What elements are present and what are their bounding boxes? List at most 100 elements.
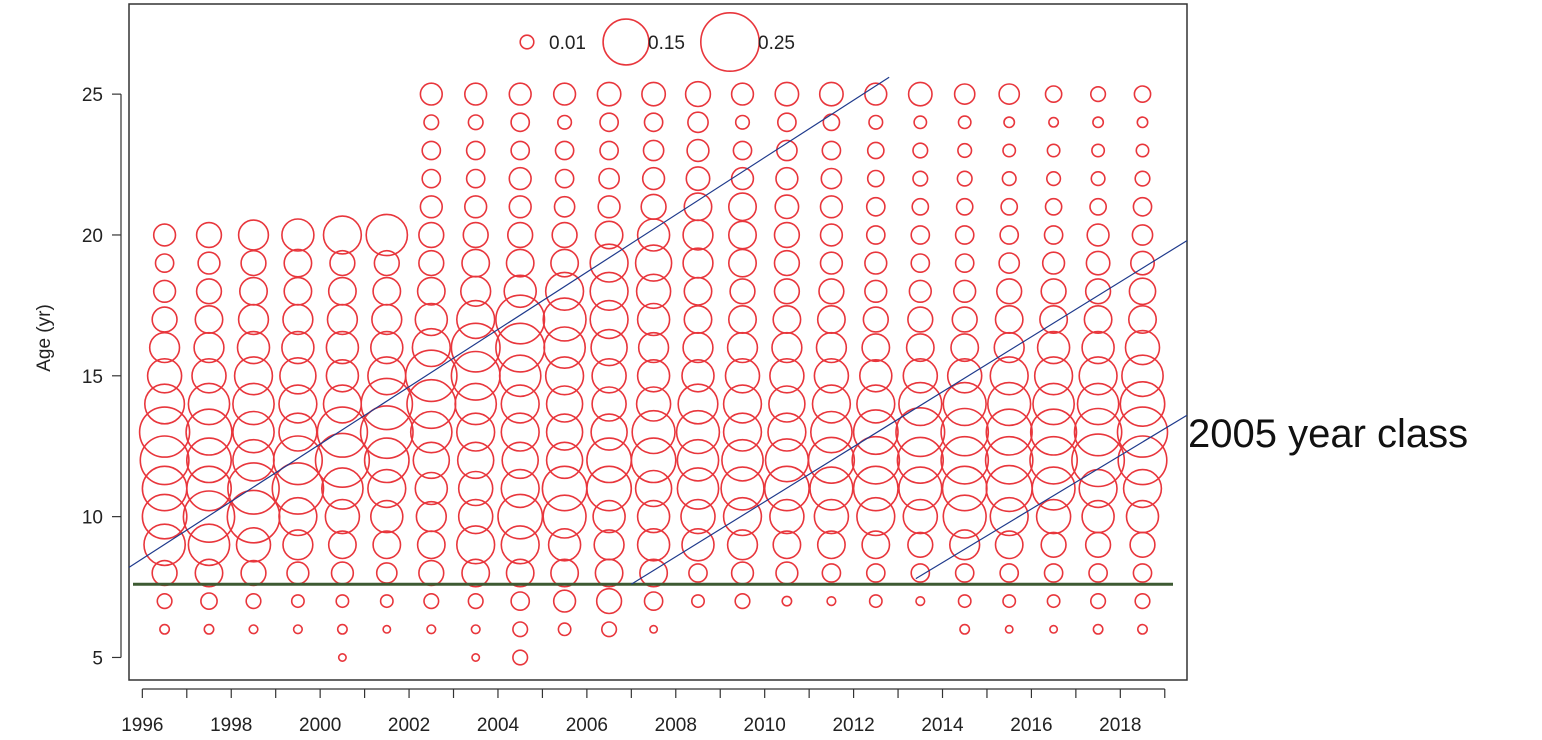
bubble-point (375, 562, 398, 584)
bubble-point (685, 166, 711, 192)
bubble-point (510, 140, 531, 161)
x-tick-label: 1996 (121, 715, 163, 736)
bubble-point (159, 623, 171, 635)
bubble-point (507, 221, 534, 249)
bubble-point (1046, 594, 1061, 609)
legend: 0.01 0.15 0.25 (519, 11, 795, 73)
bubble-point (956, 170, 973, 187)
bubble-point (676, 467, 720, 510)
bubble-point (1036, 330, 1071, 365)
bubble-point (464, 195, 488, 219)
bubble-point (915, 595, 926, 607)
y-axis-title: Age (yr) (34, 304, 55, 372)
bubble-point (851, 435, 901, 485)
bubble-point (330, 561, 355, 585)
bubble-point (327, 530, 357, 560)
bubble-point (734, 114, 751, 130)
bubble-point (1137, 623, 1149, 635)
bubble-point (182, 490, 236, 543)
bubble-point (722, 496, 763, 537)
bubble-point (359, 405, 414, 460)
bubble-point (279, 356, 317, 395)
bubble-point (554, 168, 575, 189)
bubble-point (597, 195, 621, 219)
x-tick-label: 2014 (921, 715, 964, 736)
bubble-point (636, 499, 671, 534)
bubble-point (826, 595, 837, 607)
bubble-point (1081, 330, 1115, 365)
bubble-point (1122, 468, 1163, 509)
bubble-point (1089, 592, 1107, 610)
bubble-point (191, 357, 227, 394)
bubble-point (769, 357, 805, 394)
bubble-point (545, 385, 584, 423)
bubble-point (544, 356, 585, 396)
bubble-point (1049, 624, 1059, 634)
bubble-point (998, 252, 1021, 275)
bubble-point (775, 166, 799, 191)
bubble-point (957, 115, 972, 130)
bubble-point (450, 322, 501, 373)
bubble-point (414, 471, 449, 506)
bubble-point (1117, 435, 1168, 486)
bubble-point (774, 81, 800, 107)
bubble-point (864, 279, 888, 303)
bubble-point (233, 356, 274, 396)
bubble-point (1040, 531, 1067, 558)
bubble-point (898, 381, 943, 427)
bubble-point (542, 494, 587, 539)
bubble-point (861, 333, 891, 363)
bubble-point (776, 139, 798, 162)
bubble-point (1043, 563, 1064, 583)
bubble-point (1092, 623, 1104, 635)
bubble-point (467, 592, 484, 610)
bubble-point (910, 563, 931, 583)
bubble-point (421, 140, 442, 161)
bubble-point (283, 276, 313, 306)
bubble-point (682, 331, 714, 364)
bubble-point (367, 356, 407, 396)
bubble-point (500, 412, 540, 452)
bubble-point (866, 141, 885, 160)
bubble-point (467, 114, 484, 131)
bubble-point (508, 195, 532, 219)
bubble-point (1001, 171, 1017, 187)
bubble-point (772, 530, 802, 560)
bubble-point (325, 358, 360, 393)
bubble-point (635, 273, 672, 310)
bubble-point (941, 465, 988, 512)
bubble-point (957, 142, 973, 159)
bubble-point (152, 279, 177, 303)
bubble-point (635, 386, 672, 422)
bubble-point (235, 526, 272, 563)
bubble-point (986, 381, 1032, 427)
bubble-point (551, 221, 578, 249)
bubble-point (641, 81, 667, 107)
bubble-point (732, 140, 753, 161)
x-tick-label: 2012 (832, 715, 874, 736)
bubble-point (152, 223, 177, 247)
bubble-point (942, 494, 987, 539)
bubble-point (1131, 224, 1154, 246)
bubble-point (781, 595, 793, 607)
bubble-point (418, 559, 445, 587)
bubble-point (187, 382, 231, 426)
bubble-point (813, 357, 850, 394)
x-tick-label: 2006 (566, 715, 608, 736)
bubble-point (1119, 380, 1166, 427)
bubble-point (994, 530, 1024, 560)
bubble-point (586, 465, 633, 512)
bubble-point (363, 437, 410, 484)
bubble-point (898, 466, 943, 511)
bubble-point (1045, 171, 1062, 187)
bubble-point (676, 438, 720, 482)
bubble-point (599, 140, 620, 161)
bubble-point (907, 306, 934, 333)
bubble-point (237, 219, 270, 251)
bubble-point (329, 249, 356, 277)
bubble-point (461, 248, 491, 278)
bubble-point (240, 559, 267, 587)
bubble-point (902, 498, 939, 535)
bubble-point (426, 624, 437, 635)
